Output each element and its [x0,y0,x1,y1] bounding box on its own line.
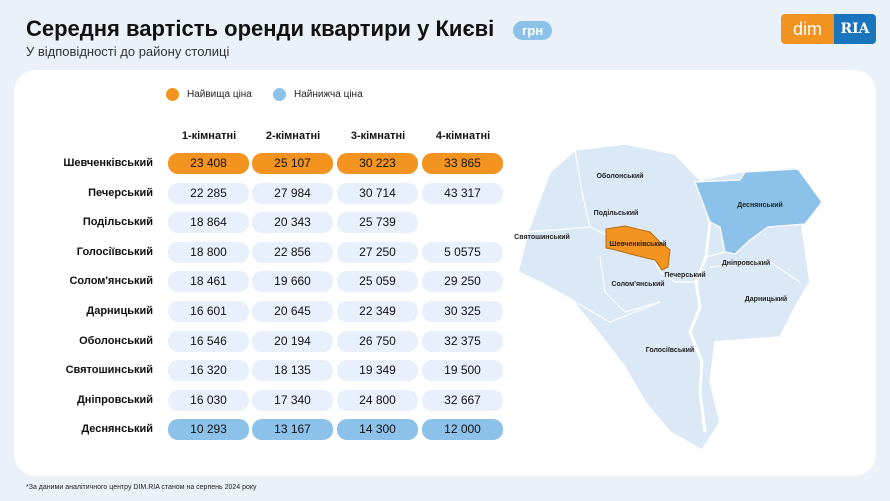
column-header: 2-кімнатні [265,130,321,142]
price-cell: 16 320 [168,360,249,382]
column-header: 3-кімнатні [350,130,406,142]
district-label: Деснянський [81,423,153,436]
price-cell: 32 375 [422,330,503,352]
legend-low: Найнижча ціна [273,88,363,101]
column-header: 1-кімнатні [181,130,237,142]
map-label: Дарницький [745,295,787,303]
map-district-shevchenkivskyi [605,225,671,271]
map-district-border [705,251,726,258]
district-label: Дніпровський [76,393,153,406]
price-cell: 16 546 [168,330,249,352]
price-cell: 25 739 [337,212,418,234]
district-label: Дарницький [86,305,153,317]
price-cell: 18 461 [168,271,249,293]
price-cell: 30 223 [337,153,418,174]
price-cell: 43 317 [422,182,503,204]
price-cell: 22 856 [252,241,333,263]
price-cell: 14 300 [337,419,418,441]
price-cell: 10 293 [168,419,249,441]
map-label: Дніпровський [722,259,770,267]
map-district-border [574,149,591,228]
price-cell: 20 194 [252,330,333,352]
map-labels: Оболонський Подільський Святошинський Шевче… [514,172,787,354]
footnote: *За даними аналітичного центру DIM.RIA с… [26,484,257,491]
price-cell: 18 135 [252,360,333,382]
price-cell: 24 800 [337,389,418,411]
district-label: Святошинський [65,364,153,377]
legend-low-label: Найнижча ціна [294,89,363,100]
map-district-border [571,299,661,323]
price-cell: 26 750 [337,330,418,352]
price-cell: 18 800 [168,241,249,263]
district-label: Печерський [88,186,153,199]
price-cell: 25 059 [337,271,418,293]
price-cell: 29 250 [422,271,503,293]
district-label: Солом'янський [69,275,153,288]
legend-high: Найвища ціна [166,88,252,101]
map-label: Солом'янський [611,280,664,288]
price-cell: 27 984 [252,182,333,204]
price-cell: 22 285 [168,182,249,204]
price-cell: 30 714 [337,182,418,204]
map-label: Голосіївський [646,346,695,354]
map-district-desnianskyi [694,168,823,255]
price-cell: 32 667 [422,389,503,411]
price-cell: 22 349 [337,301,418,322]
price-cell: 19 349 [337,360,418,382]
logo-ria: RIA [834,14,876,44]
price-cell: 23 408 [168,153,249,174]
map-dnipro-river [688,179,712,433]
legend-low-dot [273,88,286,101]
page-subtitle: У відповідності до району столиці [26,44,230,59]
currency-badge: грн [513,21,553,40]
map-district-border [709,261,801,283]
map-label: Шевченківський [609,240,666,248]
map-label: Святошинський [514,233,570,241]
price-cell: 33 865 [422,153,503,174]
district-label: Шевченківський [63,157,153,169]
price-cell: 18 864 [168,212,249,234]
price-cell: 20 343 [252,212,333,234]
column-header: 4-кімнатні [435,130,491,142]
legend-high-label: Найвища ціна [187,89,252,100]
price-cell: 30 325 [422,301,503,322]
price-cell: 19 500 [422,360,503,382]
map-district-border [599,256,661,313]
price-cell: 20 645 [252,301,333,322]
dim-ria-logo: dim RIA [781,14,876,44]
district-label: Голосіївський [76,245,153,258]
price-cell: 5 0575 [422,241,503,263]
price-cell: 12 000 [422,419,503,441]
map-label: Печерський [664,271,705,279]
price-cell: 17 340 [252,389,333,411]
price-cell: 13 167 [252,419,333,441]
price-cell: 16 601 [168,301,249,322]
logo-dim: dim [781,14,834,44]
district-label: Оболонський [79,334,153,347]
kyiv-district-map: Оболонський Подільський Святошинський Шевче… [514,143,823,452]
map-label: Оболонський [596,172,643,180]
map-label: Деснянський [737,201,783,209]
legend-high-dot [166,88,179,101]
page-title: Середня вартість оренди квартири у Києві [26,16,495,41]
price-cell: 19 660 [252,271,333,293]
price-cell: 25 107 [252,153,333,174]
price-cell: 16 030 [168,389,249,411]
district-label: Подільський [82,216,153,229]
price-cell: 27 250 [337,241,418,263]
map-label: Подільський [594,209,639,217]
